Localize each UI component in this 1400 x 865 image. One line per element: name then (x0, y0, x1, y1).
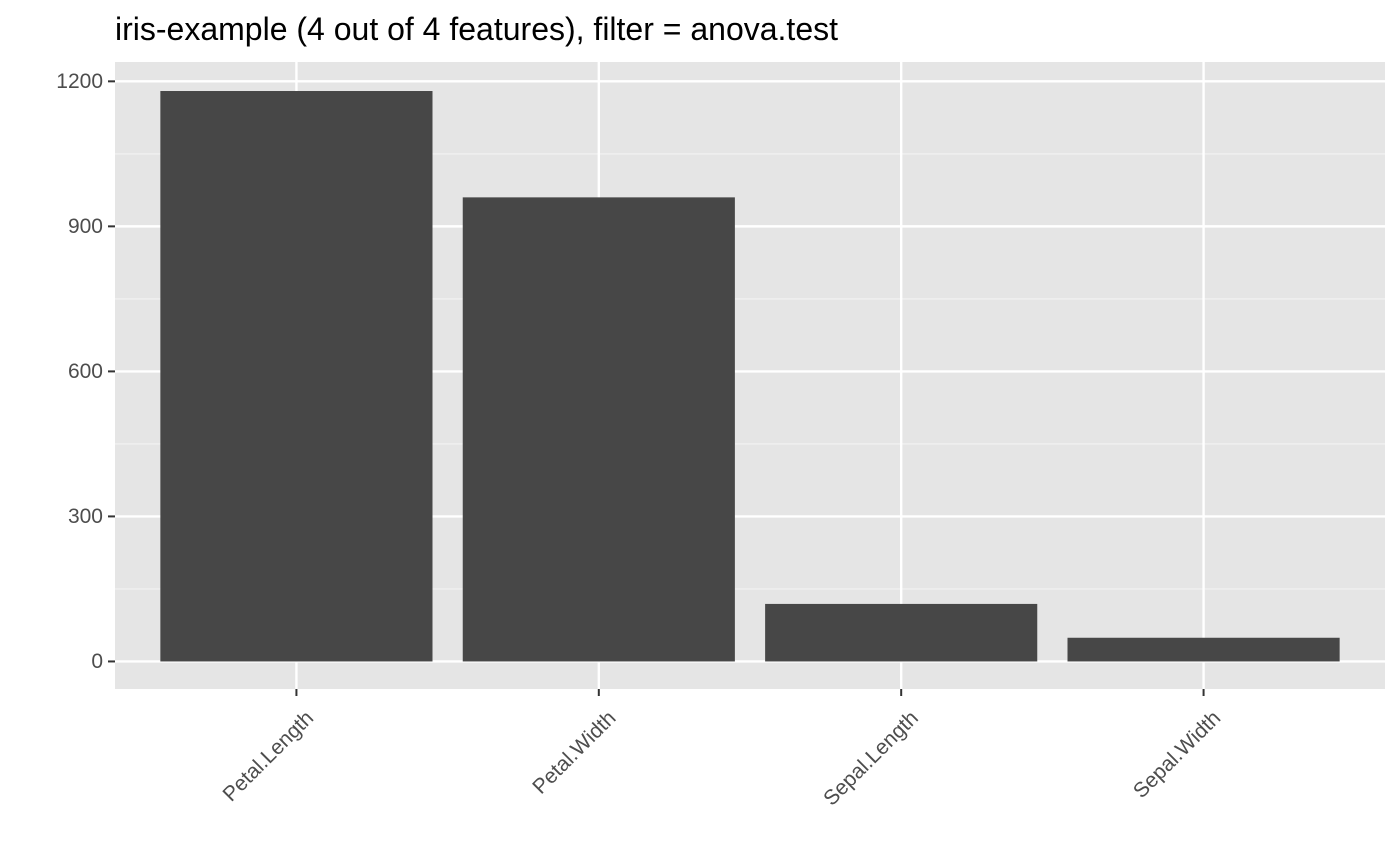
y-tick-label: 0 (91, 650, 103, 673)
bar-sepal-width (1067, 637, 1340, 662)
bar-sepal-length (765, 603, 1038, 662)
y-tick-label: 1200 (56, 70, 103, 93)
y-tick-label: 600 (68, 360, 103, 383)
bar-petal-width (462, 197, 735, 662)
x-axis: Petal.Length Petal.Width Sepal.Length Sepal… (218, 689, 1225, 810)
x-tick-label: Petal.Width (528, 706, 620, 798)
y-tick-label: 300 (68, 505, 103, 528)
bar-petal-length (160, 91, 433, 662)
bars (160, 91, 1340, 662)
x-tick-label: Petal.Length (218, 706, 318, 806)
y-axis: 0 300 600 900 1200 (56, 70, 115, 673)
chart-title: iris-example (4 out of 4 features), filt… (115, 11, 838, 47)
x-tick-label: Sepal.Length (819, 706, 923, 810)
y-tick-label: 900 (68, 215, 103, 238)
x-tick-label: Sepal.Width (1129, 706, 1225, 802)
